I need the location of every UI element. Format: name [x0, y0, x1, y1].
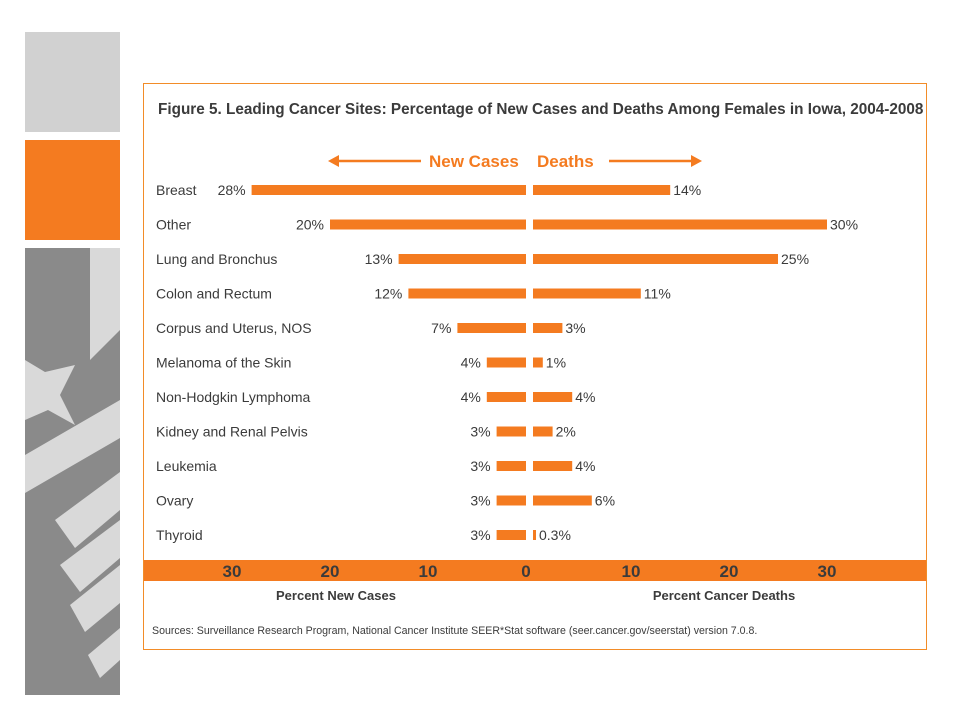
new-cases-bar — [496, 461, 526, 471]
new-cases-value-label: 3% — [470, 424, 490, 440]
new-cases-bar — [496, 426, 526, 437]
x-axis-label-left: Percent New Cases — [276, 588, 396, 603]
x-axis-label-right: Percent Cancer Deaths — [653, 588, 795, 603]
axis-band — [144, 560, 926, 581]
new-cases-value-label: 7% — [431, 320, 451, 336]
deaths-bar — [533, 254, 778, 264]
deaths-bar — [533, 288, 641, 299]
deaths-bar — [533, 495, 592, 506]
tick-label-right: 10 — [622, 562, 641, 581]
figure-title: Figure 5. Leading Cancer Sites: Percenta… — [158, 101, 924, 118]
direction-header: New Cases Deaths — [328, 152, 702, 171]
new-cases-value-label: 13% — [365, 251, 393, 267]
deaths-bar — [533, 426, 553, 437]
new-cases-bar — [457, 323, 526, 333]
new-cases-value-label: 4% — [461, 355, 481, 371]
category-label: Corpus and Uterus, NOS — [156, 320, 312, 336]
deaths-bar — [533, 461, 573, 471]
deco-stripes — [25, 248, 120, 678]
deaths-value-label: 0.3% — [539, 527, 571, 543]
row-4: Corpus and Uterus, NOS 7% 3% — [156, 320, 586, 336]
row-6: Non-Hodgkin Lymphoma 4% 4% — [156, 389, 595, 405]
figure-frame: Figure 5. Leading Cancer Sites: Percenta… — [143, 83, 927, 650]
deaths-header: Deaths — [537, 152, 594, 171]
new-cases-bar — [408, 288, 526, 299]
row-8: Leukemia 3% 4% — [156, 458, 595, 474]
deaths-value-label: 25% — [781, 251, 809, 267]
deaths-value-label: 4% — [575, 458, 595, 474]
row-3: Colon and Rectum 12% 11% — [156, 286, 671, 302]
deaths-value-label: 2% — [556, 424, 576, 440]
deaths-value-label: 3% — [565, 320, 585, 336]
tick-label-left: 30 — [223, 562, 242, 581]
new-cases-value-label: 28% — [218, 182, 246, 198]
deaths-bar — [533, 219, 827, 230]
category-label: Leukemia — [156, 458, 217, 474]
row-9: Ovary 3% 6% — [156, 493, 615, 509]
new-cases-value-label: 3% — [470, 458, 490, 474]
tick-label-left: 0 — [521, 562, 530, 581]
new-cases-bar — [486, 392, 526, 402]
new-cases-value-label: 3% — [470, 493, 490, 509]
deaths-value-label: 6% — [595, 493, 615, 509]
new-cases-bar — [496, 530, 526, 540]
deaths-bar — [533, 530, 536, 540]
new-cases-bar — [251, 185, 526, 195]
row-5: Melanoma of the Skin 4% 1% — [156, 355, 566, 371]
new-cases-value-label: 4% — [461, 389, 481, 405]
deaths-bar — [533, 357, 543, 368]
deaths-value-label: 11% — [644, 286, 671, 302]
new-cases-bar — [496, 495, 526, 506]
category-label: Thyroid — [156, 527, 203, 543]
new-cases-value-label: 12% — [374, 286, 402, 302]
new-cases-bar — [398, 254, 526, 264]
category-label: Kidney and Renal Pelvis — [156, 424, 308, 440]
deaths-value-label: 1% — [546, 355, 566, 371]
tick-label-right: 30 — [818, 562, 837, 581]
row-10: Thyroid 3% 0.3% — [156, 527, 571, 543]
new-cases-value-label: 20% — [296, 217, 324, 233]
new-cases-bar — [486, 357, 526, 368]
tick-label-left: 20 — [321, 562, 340, 581]
new-cases-bar — [330, 219, 526, 230]
deco-orange-block — [25, 140, 120, 240]
deaths-bar — [533, 185, 671, 195]
chart-rows: Breast 28% 14% Other 20% 30% Lung and Bronchus… — [156, 182, 858, 543]
new-cases-value-label: 3% — [470, 527, 490, 543]
tick-label-left: 10 — [419, 562, 438, 581]
category-label: Non-Hodgkin Lymphoma — [156, 389, 311, 405]
row-2: Lung and Bronchus 13% 25% — [156, 251, 809, 267]
category-label: Melanoma of the Skin — [156, 355, 291, 371]
category-label: Lung and Bronchus — [156, 251, 277, 267]
row-1: Other 20% 30% — [156, 217, 858, 233]
left-arrow-head — [328, 155, 339, 167]
category-label: Breast — [156, 182, 197, 198]
right-arrow-head — [691, 155, 702, 167]
axis-ticks: 30 20 10 0 10 20 30 — [223, 562, 837, 581]
category-label: Colon and Rectum — [156, 286, 272, 302]
row-7: Kidney and Renal Pelvis 3% 2% — [156, 424, 576, 440]
deaths-value-label: 14% — [673, 182, 701, 198]
new-cases-header: New Cases — [429, 152, 519, 171]
row-0: Breast 28% 14% — [156, 182, 701, 198]
deco-gray-block — [25, 32, 120, 132]
sources-note: Sources: Surveillance Research Program, … — [152, 625, 758, 637]
category-label: Ovary — [156, 493, 193, 509]
deaths-bar — [533, 392, 573, 402]
tick-label-right: 20 — [720, 562, 739, 581]
deaths-value-label: 30% — [830, 217, 858, 233]
deaths-value-label: 4% — [575, 389, 595, 405]
category-label: Other — [156, 217, 191, 233]
diverging-bar-chart: New Cases Deaths Breast 28% 14% Other 20% 30%… — [144, 152, 926, 603]
deaths-bar — [533, 323, 563, 333]
